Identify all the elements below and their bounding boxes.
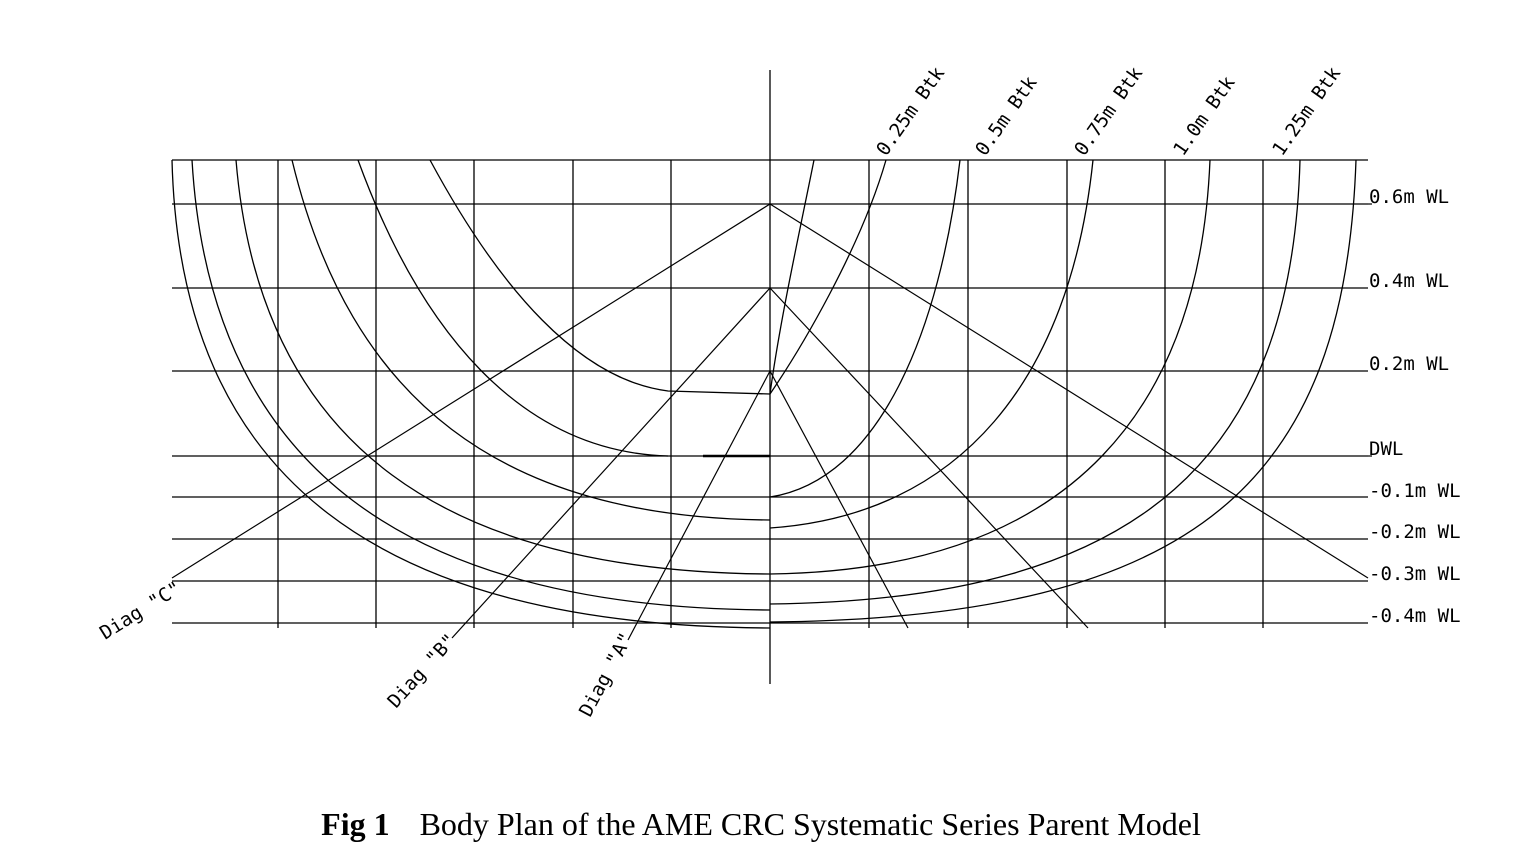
figure-caption-text: Body Plan of the AME CRC Systematic Seri… <box>419 806 1201 842</box>
section-curve <box>235 159 771 575</box>
buttock-label: 0.75m Btk <box>1070 62 1147 159</box>
diagonal-lines <box>171 203 1369 641</box>
diagonal-label-b: Diag "B" <box>383 630 461 713</box>
grid-lines <box>172 70 1368 684</box>
section-curve <box>357 159 669 457</box>
section-curve <box>769 159 961 498</box>
section-curve <box>769 159 1094 529</box>
aft-section-curves <box>171 159 771 629</box>
diagonal-b-right <box>769 287 1089 629</box>
waterline-label: -0.1m WL <box>1369 480 1461 502</box>
diagonal-a-left <box>627 370 771 641</box>
section-curve <box>769 159 1357 623</box>
section-curve <box>769 159 887 395</box>
section-curve <box>769 159 815 395</box>
waterline-label: -0.2m WL <box>1369 521 1461 543</box>
diagonal-label-a: Diag "A" <box>575 629 637 720</box>
buttock-labels: 0.25m Btk 0.5m Btk 0.75m Btk 1.0m Btk 1.… <box>872 62 1345 159</box>
waterline-label: 0.6m WL <box>1369 186 1449 208</box>
body-plan-diagram: 0.6m WL 0.4m WL 0.2m WL DWL -0.1m WL -0.… <box>96 62 1461 720</box>
waterline-label: DWL <box>1369 438 1403 460</box>
diagonal-c-right <box>769 203 1369 579</box>
section-curve <box>191 159 771 611</box>
forward-section-curves <box>769 159 1357 623</box>
waterline-labels: 0.6m WL 0.4m WL 0.2m WL DWL -0.1m WL -0.… <box>1368 186 1461 627</box>
figure-caption: Fig 1 Body Plan of the AME CRC Systematic… <box>0 806 1522 843</box>
diagonal-labels: Diag "C" Diag "B" Diag "A" <box>96 577 637 720</box>
section-curve <box>171 159 771 629</box>
section-curve <box>769 159 1211 575</box>
buttock-label: 0.25m Btk <box>872 62 949 159</box>
buttock-label: 1.0m Btk <box>1169 72 1240 160</box>
waterline-label: 0.2m WL <box>1369 353 1449 375</box>
waterline-label: -0.3m WL <box>1369 563 1461 585</box>
buttock-label: 0.5m Btk <box>971 72 1042 160</box>
diagonal-label-c: Diag "C" <box>96 577 185 644</box>
diagonal-b-left <box>451 287 771 639</box>
section-curve <box>769 159 1301 605</box>
diagonal-c-left <box>171 203 771 579</box>
section-curve <box>291 159 771 521</box>
buttock-label: 1.25m Btk <box>1268 62 1345 159</box>
waterline-label: 0.4m WL <box>1369 270 1449 292</box>
diagonal-a-right <box>769 370 909 629</box>
waterline-label: -0.4m WL <box>1369 605 1461 627</box>
section-curve <box>429 159 771 395</box>
figure-number: Fig 1 <box>321 806 390 842</box>
